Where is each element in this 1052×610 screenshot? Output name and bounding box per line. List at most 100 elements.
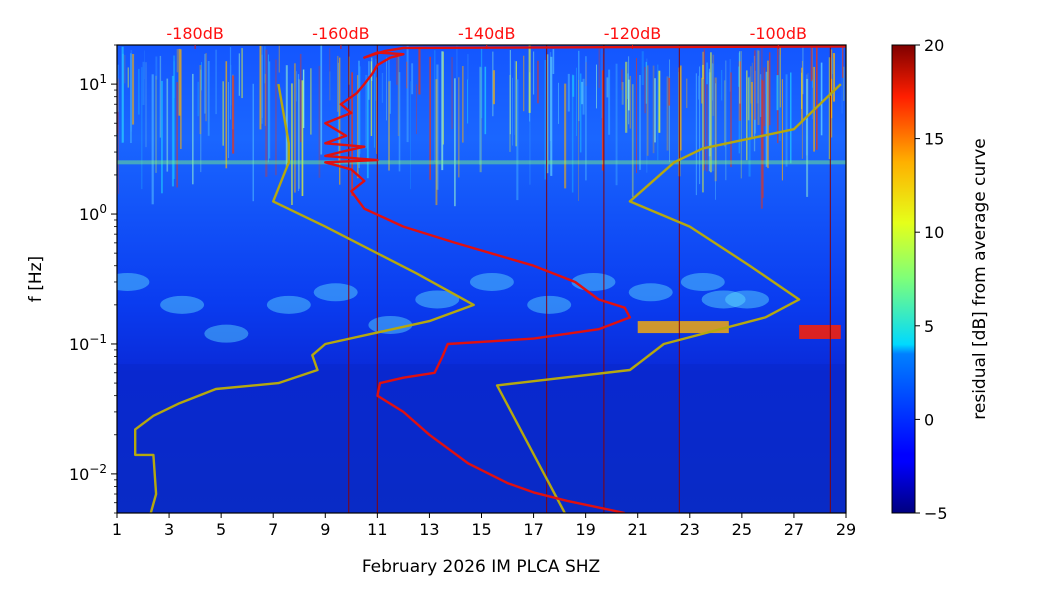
texture-streak (201, 62, 202, 91)
texture-streak (232, 75, 235, 154)
texture-streak (552, 49, 555, 74)
texture-streak (830, 78, 833, 119)
texture-streak (416, 84, 417, 135)
texture-streak (265, 49, 268, 177)
texture-streak (621, 82, 624, 105)
texture-streak (725, 60, 727, 181)
colorbar-tick-label: 20 (924, 36, 944, 55)
texture-streak (205, 53, 207, 122)
texture-streak (802, 47, 804, 95)
texture-streak (805, 74, 808, 156)
texture-streak (462, 66, 464, 143)
colorbar-tick-label: 15 (924, 130, 944, 149)
texture-streak (173, 55, 176, 179)
texture-streak (748, 76, 751, 177)
texture-streak (699, 66, 701, 185)
texture-streak (631, 84, 634, 198)
texture-streak (636, 58, 637, 173)
texture-streak (480, 46, 483, 119)
colorbar-scale (891, 44, 916, 514)
texture-streak (820, 62, 823, 136)
texture-streak (712, 54, 715, 116)
texture-streak (166, 78, 169, 172)
texture-streak (751, 82, 753, 139)
texture-streak (410, 81, 411, 189)
texture-streak (644, 66, 646, 114)
texture-streak (724, 80, 726, 147)
texture-streak (686, 78, 688, 108)
top-db-label: -100dB (750, 24, 807, 43)
series-layer (134, 45, 846, 513)
texture-streak (698, 75, 699, 100)
texture-streak (207, 61, 210, 136)
texture-streak (298, 79, 300, 189)
y-tick-label: 10−2 (69, 462, 107, 484)
texture-streak (418, 48, 421, 95)
texture-streak (761, 46, 763, 149)
texture-streak (680, 65, 682, 151)
top-db-label: -180dB (166, 24, 223, 43)
texture-streak (264, 73, 266, 126)
texture-streak (151, 74, 154, 205)
texture-streak (807, 73, 809, 113)
texture-streak (606, 77, 609, 98)
texture-streak (580, 73, 582, 153)
texture-streak (458, 77, 460, 178)
top-db-label: -120dB (604, 24, 661, 43)
top-db-label: -140dB (458, 24, 515, 43)
texture-streak (376, 77, 378, 154)
texture-streak (581, 81, 584, 105)
texture-streak (529, 73, 531, 185)
texture-streak (142, 61, 145, 105)
texture-streak (268, 54, 269, 163)
texture-streak (537, 60, 539, 104)
texture-streak (621, 69, 623, 91)
texture-blob (469, 272, 514, 291)
colorbar-tick-label: −5 (924, 504, 948, 523)
texture-streak (117, 64, 119, 112)
texture-blob (204, 324, 249, 343)
texture-streak (173, 61, 175, 99)
texture-streak (339, 57, 341, 185)
texture-blob (160, 295, 205, 314)
texture-streak (278, 45, 280, 73)
x-axis-label: February 2026 IM PLCA SHZ (362, 557, 600, 577)
texture-streak (512, 77, 513, 146)
texture-streak (843, 66, 845, 101)
texture-streak (225, 61, 228, 169)
texture-streak (832, 58, 835, 97)
texture-streak (124, 54, 126, 84)
x-tick-label: 21 (628, 520, 648, 539)
texture-streak (199, 65, 202, 135)
x-tick-label: 5 (216, 520, 226, 539)
texture-lowband (117, 364, 846, 513)
texture-streak (750, 66, 752, 104)
texture-streak (192, 73, 194, 185)
texture-streak (200, 69, 202, 173)
texture-streak (145, 62, 147, 148)
series-line-3 (324, 45, 846, 513)
texture-streak (337, 62, 339, 161)
spectrogram-background (117, 45, 846, 513)
texture-streak (366, 80, 369, 179)
texture-streak (155, 75, 157, 173)
texture-streak (601, 47, 603, 119)
x-tick-label: 15 (471, 520, 491, 539)
texture-streak (397, 53, 400, 137)
texture-streak (842, 46, 844, 78)
texture-streak (442, 51, 444, 145)
texture-streak (351, 72, 353, 196)
texture-streak (585, 56, 587, 181)
texture-streak (549, 52, 552, 141)
texture-streak (454, 78, 456, 207)
texture-streak (572, 75, 575, 97)
texture-streak (374, 73, 375, 148)
top-db-label: -160dB (312, 24, 369, 43)
texture-streak (492, 51, 494, 117)
texture-streak (739, 51, 741, 104)
texture-streak (654, 78, 656, 143)
texture-streak (261, 54, 263, 124)
texture-streak (765, 74, 767, 95)
texture-streak (658, 70, 661, 133)
